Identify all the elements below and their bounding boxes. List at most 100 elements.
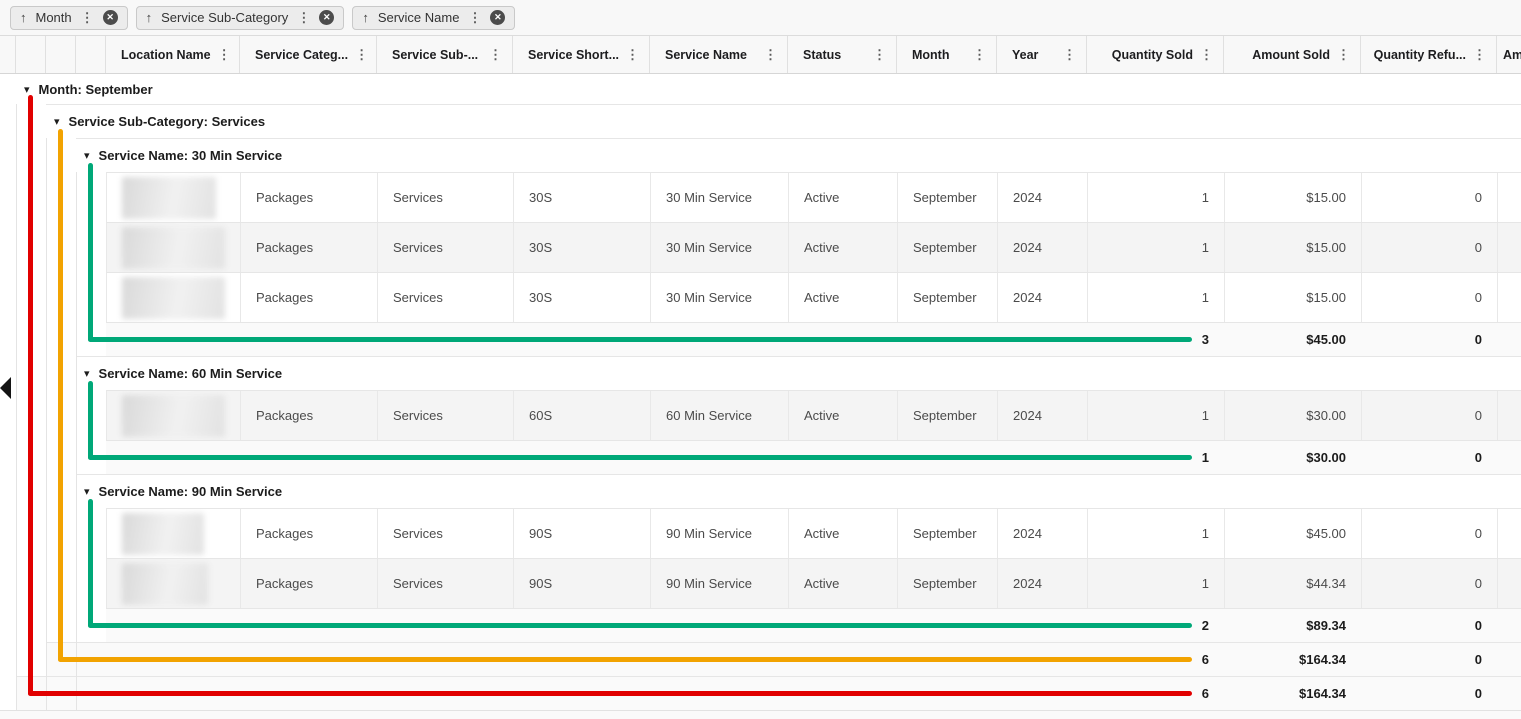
subtotal-quantity-refunded: 0 [1474, 618, 1482, 633]
data-row-cells: Packages Services 30S 30 Min Service Active S… [106, 222, 1521, 272]
subtotal-quantity-sold: 1 [1201, 450, 1209, 465]
cell-month: September [898, 391, 998, 440]
cell-status: Active [789, 559, 898, 608]
cell-quantity-refunded: 0 [1362, 273, 1498, 322]
table-row: ▾ Service Name: 60 Min Service [0, 356, 1521, 390]
subtotal-row-cells: 6 $164.34 0 [16, 676, 1521, 710]
subtotal-spacer [106, 609, 1087, 642]
table-row: Packages Services 30S 30 Min Service Active S… [0, 272, 1521, 322]
column-menu-icon[interactable]: ⋮ [764, 47, 777, 62]
group-chip-service-name[interactable]: ↑ Service Name ⋮ ✕ [352, 5, 516, 30]
row-group-panel: ↑ Month ⋮ ✕ ↑ Service Sub-Category ⋮ ✕ ↑ Service … [0, 0, 1521, 36]
subtotal-quantity-sold: 2 [1201, 618, 1209, 633]
column-header-quantity-refunded[interactable]: Quantity Refu... ⋮ [1361, 36, 1497, 73]
cell-quantity-sold: 1 [1088, 173, 1225, 222]
cell-service-short-name: 90S [514, 559, 651, 608]
subtotal-amount-sold: $164.34 [1299, 686, 1346, 701]
chip-menu-icon[interactable]: ⋮ [468, 10, 482, 25]
group-chip-service-sub-category[interactable]: ↑ Service Sub-Category ⋮ ✕ [135, 5, 345, 30]
column-header-label: Location Name [121, 47, 211, 62]
group-contract-icon[interactable]: ▾ [54, 116, 60, 128]
cell-year: 2024 [998, 173, 1088, 222]
column-header-quantity-sold[interactable]: Quantity Sold ⋮ [1087, 36, 1224, 73]
cell-quantity-refunded: 0 [1362, 509, 1498, 558]
column-header-amount-refunded-cut[interactable]: Am [1497, 36, 1521, 73]
cell-year: 2024 [998, 391, 1088, 440]
column-header-location-name[interactable]: Location Name ⋮ [106, 36, 240, 73]
cell-status: Active [789, 509, 898, 558]
group-contract-icon[interactable]: ▾ [84, 486, 90, 498]
column-menu-icon[interactable]: ⋮ [1063, 47, 1076, 62]
group-contract-icon[interactable]: ▾ [84, 150, 90, 162]
group-chip-month[interactable]: ↑ Month ⋮ ✕ [10, 5, 128, 30]
cell-amount-refunded-cut [1498, 559, 1521, 608]
redacted-location-value [122, 276, 225, 319]
cell-quantity-refunded: 0 [1362, 559, 1498, 608]
sort-ascending-icon: ↑ [145, 10, 153, 25]
cell-service-sub-category: Services [378, 391, 514, 440]
cell-year: 2024 [998, 559, 1088, 608]
column-header-service-sub-category[interactable]: Service Sub-... ⋮ [377, 36, 513, 73]
column-header-status[interactable]: Status ⋮ [788, 36, 897, 73]
column-menu-icon[interactable]: ⋮ [626, 47, 640, 62]
redacted-location-value [122, 226, 225, 269]
cell-location-name [107, 559, 241, 608]
cell-service-short-name: 30S [514, 273, 651, 322]
column-header-service-short-name[interactable]: Service Short... ⋮ [513, 36, 650, 73]
cell-quantity-sold: 1 [1088, 223, 1225, 272]
row-indent [0, 440, 106, 474]
column-header-label: Quantity Refu... [1373, 47, 1466, 62]
cell-service-short-name: 30S [514, 223, 651, 272]
column-menu-icon[interactable]: ⋮ [873, 47, 886, 62]
row-indent [0, 172, 106, 222]
subtotal-row-cells: 3 $45.00 0 [106, 322, 1521, 356]
row-indent [0, 74, 16, 104]
column-menu-icon[interactable]: ⋮ [1337, 47, 1350, 62]
group-contract-icon[interactable]: ▾ [84, 368, 90, 380]
column-menu-icon[interactable]: ⋮ [489, 47, 502, 62]
column-menu-icon[interactable]: ⋮ [1473, 47, 1486, 62]
row-indent [0, 608, 106, 642]
chip-remove-icon[interactable]: ✕ [490, 10, 506, 25]
chip-remove-icon[interactable]: ✕ [102, 10, 118, 25]
cell-service-short-name: 90S [514, 509, 651, 558]
subtotal-quantity-sold: 3 [1201, 332, 1209, 347]
chip-menu-icon[interactable]: ⋮ [297, 10, 311, 25]
cell-service-category: Packages [241, 173, 378, 222]
column-header-label: Amount Sold [1252, 47, 1330, 62]
subtotal-quantity-refunded: 0 [1474, 686, 1482, 701]
cell-service-name: 30 Min Service [651, 273, 789, 322]
column-header-service-name[interactable]: Service Name ⋮ [650, 36, 788, 73]
subtotal-spacer [106, 323, 1087, 356]
group-row-service-name-90-min-service[interactable]: ▾ Service Name: 90 Min Service [76, 474, 1521, 508]
column-menu-icon[interactable]: ⋮ [217, 47, 231, 62]
group-row-service-name-60-min-service[interactable]: ▾ Service Name: 60 Min Service [76, 356, 1521, 390]
cell-location-name [107, 509, 241, 558]
chip-remove-icon[interactable]: ✕ [319, 10, 335, 25]
column-header-service-category[interactable]: Service Categ... ⋮ [240, 36, 377, 73]
sort-ascending-icon: ↑ [20, 10, 27, 25]
cell-amount-sold: $15.00 [1225, 273, 1362, 322]
group-row-month-september[interactable]: ▾ Month: September [16, 74, 1521, 104]
data-row-cells: Packages Services 30S 30 Min Service Active S… [106, 272, 1521, 322]
cell-service-sub-category: Services [378, 509, 514, 558]
group-row-service-name-30-min-service[interactable]: ▾ Service Name: 30 Min Service [76, 138, 1521, 172]
group-row-service-sub-category-services[interactable]: ▾ Service Sub-Category: Services [46, 104, 1521, 138]
chip-menu-icon[interactable]: ⋮ [80, 10, 94, 25]
cell-month: September [898, 173, 998, 222]
column-header-month[interactable]: Month ⋮ [897, 36, 997, 73]
group-contract-icon[interactable]: ▾ [24, 83, 30, 96]
cell-service-short-name: 60S [514, 391, 651, 440]
subtotal-row-cells: 1 $30.00 0 [106, 440, 1521, 474]
group-row-label: Service Sub-Category: Services [68, 114, 266, 129]
group-row-label: Month: September [38, 81, 153, 97]
column-menu-icon[interactable]: ⋮ [1200, 47, 1213, 62]
data-row-cells: Packages Services 90S 90 Min Service Active S… [106, 558, 1521, 608]
cell-service-name: 30 Min Service [651, 223, 789, 272]
column-menu-icon[interactable]: ⋮ [973, 47, 986, 62]
cell-amount-refunded-cut [1498, 391, 1521, 440]
column-header-amount-sold[interactable]: Amount Sold ⋮ [1224, 36, 1361, 73]
column-menu-icon[interactable]: ⋮ [355, 47, 369, 62]
panel-collapse-icon[interactable] [0, 377, 11, 399]
column-header-year[interactable]: Year ⋮ [997, 36, 1087, 73]
